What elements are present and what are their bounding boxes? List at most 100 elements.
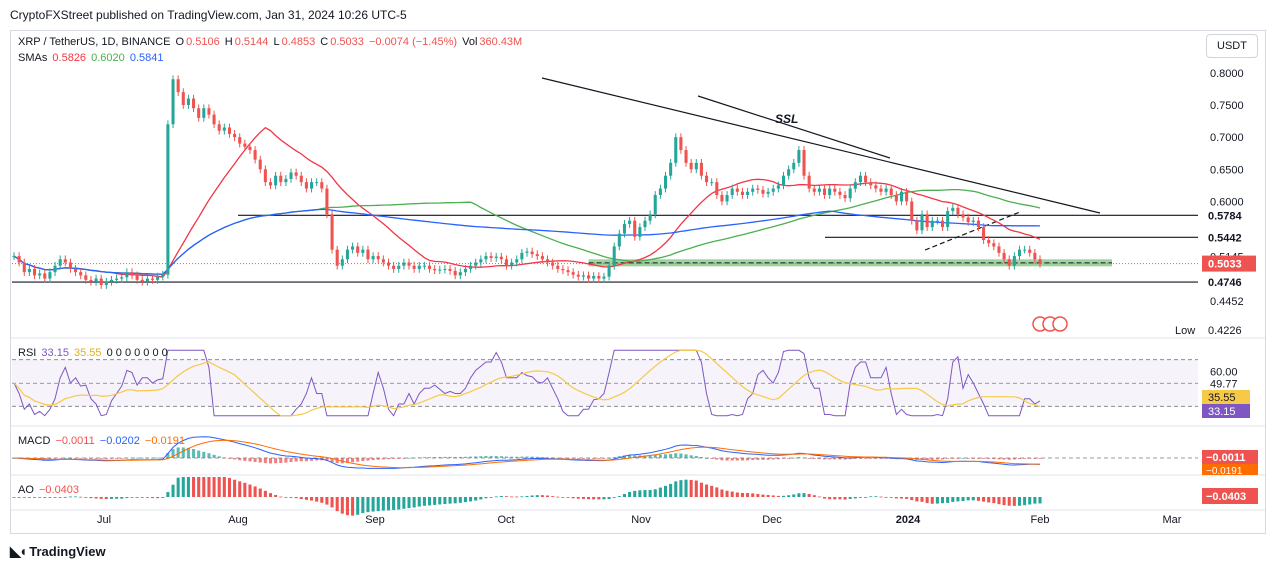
candle bbox=[243, 139, 247, 151]
ao-bar bbox=[340, 497, 344, 514]
macd-histogram-bar bbox=[602, 458, 606, 459]
chart-frame bbox=[10, 30, 1266, 534]
candle-body bbox=[653, 195, 657, 215]
candle bbox=[930, 216, 934, 231]
macd-signal-line bbox=[14, 439, 1040, 469]
candle-body bbox=[946, 211, 950, 228]
macd-histogram-bar bbox=[248, 458, 252, 462]
ao-bar bbox=[756, 493, 760, 497]
support-zone bbox=[588, 259, 1112, 267]
candle bbox=[792, 159, 796, 174]
candle bbox=[258, 155, 262, 174]
macd-histogram-bar bbox=[797, 457, 801, 458]
candle bbox=[566, 266, 570, 276]
candle bbox=[699, 159, 703, 180]
low-marker-value: 0.4226 bbox=[1208, 325, 1242, 337]
macd-histogram-bar bbox=[207, 453, 211, 458]
macd-histogram-bar bbox=[848, 458, 852, 460]
candle bbox=[104, 277, 108, 289]
ao-bar bbox=[397, 497, 401, 510]
currency-button[interactable]: USDT bbox=[1206, 34, 1258, 58]
macd-histogram-bar bbox=[982, 458, 986, 459]
candle bbox=[351, 242, 355, 254]
event-flag-icon bbox=[1052, 316, 1068, 332]
low-label: L bbox=[273, 36, 280, 48]
candle-body bbox=[694, 162, 698, 170]
candle bbox=[915, 216, 919, 235]
candle-body bbox=[1033, 252, 1037, 260]
candle-body bbox=[997, 246, 1001, 253]
macd-histogram-bar bbox=[284, 458, 288, 463]
candle-body bbox=[294, 172, 298, 176]
candle-body bbox=[32, 268, 37, 276]
candle-body bbox=[823, 188, 827, 195]
rsi-legend: RSI 33.15 35.55 0 0 0 0 0 0 0 bbox=[18, 347, 170, 359]
candle bbox=[356, 242, 360, 257]
ao-bar bbox=[525, 495, 529, 497]
macd-histogram-bar bbox=[510, 456, 514, 458]
candle-body bbox=[74, 268, 78, 273]
candle bbox=[212, 110, 216, 129]
candle bbox=[125, 268, 129, 282]
ao-bar bbox=[135, 497, 139, 498]
macd-histogram-bar bbox=[474, 456, 478, 458]
candle bbox=[663, 171, 668, 193]
candle-body bbox=[684, 150, 688, 163]
ao-bar bbox=[448, 497, 452, 504]
candle-body bbox=[551, 262, 555, 266]
macd-histogram-bar bbox=[515, 456, 519, 458]
ao-bar bbox=[181, 477, 185, 497]
ao-bar bbox=[987, 497, 991, 503]
ao-bar bbox=[992, 497, 996, 504]
ao-bar bbox=[43, 497, 47, 498]
candle bbox=[889, 184, 893, 199]
rsi-value-label: 35.55 bbox=[1208, 392, 1236, 404]
macd-histogram-bar bbox=[940, 458, 945, 460]
macd-histogram-bar bbox=[1017, 458, 1022, 459]
candle bbox=[109, 276, 114, 286]
ao-bar bbox=[289, 497, 293, 498]
ao-bar bbox=[89, 497, 93, 499]
candle-body bbox=[325, 188, 329, 215]
macd-histogram-bar bbox=[869, 458, 873, 459]
candle-body bbox=[520, 252, 524, 260]
candle bbox=[607, 261, 611, 281]
macd-histogram-bar bbox=[1007, 458, 1011, 460]
candle-body bbox=[284, 178, 288, 183]
level-label: 0.5784 bbox=[1208, 210, 1243, 222]
macd-histogram-bar bbox=[751, 458, 755, 461]
macd-histogram-bar bbox=[858, 458, 862, 459]
candle-body bbox=[356, 246, 360, 253]
candle bbox=[628, 216, 632, 228]
tradingview-logo[interactable]: ◣◖ TradingView bbox=[10, 543, 106, 560]
candle bbox=[130, 268, 134, 280]
ao-bar bbox=[99, 497, 103, 499]
ao-bar bbox=[858, 497, 862, 498]
candle-body bbox=[1023, 249, 1027, 251]
time-tick-label: Feb bbox=[1031, 514, 1050, 526]
candle-body bbox=[48, 272, 52, 279]
macd-histogram-bar bbox=[361, 458, 365, 461]
candle-body bbox=[207, 108, 211, 115]
ao-bar bbox=[381, 497, 385, 511]
candle-body bbox=[120, 277, 124, 279]
macd-histogram-bar bbox=[576, 458, 580, 459]
candle bbox=[848, 184, 852, 203]
ao-bar bbox=[710, 485, 714, 497]
ao-bar bbox=[284, 497, 288, 498]
macd-histogram-bar bbox=[89, 458, 93, 459]
candle-body bbox=[638, 227, 642, 237]
macd-histogram-bar bbox=[658, 454, 662, 458]
candle bbox=[617, 229, 621, 251]
ao-label: AO bbox=[18, 484, 34, 496]
candle bbox=[551, 258, 555, 270]
ao-bar bbox=[274, 494, 278, 497]
candle-body bbox=[561, 268, 565, 271]
ao-bar bbox=[802, 493, 806, 497]
macd-histogram-bar bbox=[766, 458, 770, 460]
ao-bar bbox=[730, 491, 734, 497]
candle-body bbox=[448, 268, 452, 271]
candle-body bbox=[248, 146, 252, 150]
rsi-ma-value-label: 33.15 bbox=[1208, 406, 1236, 418]
